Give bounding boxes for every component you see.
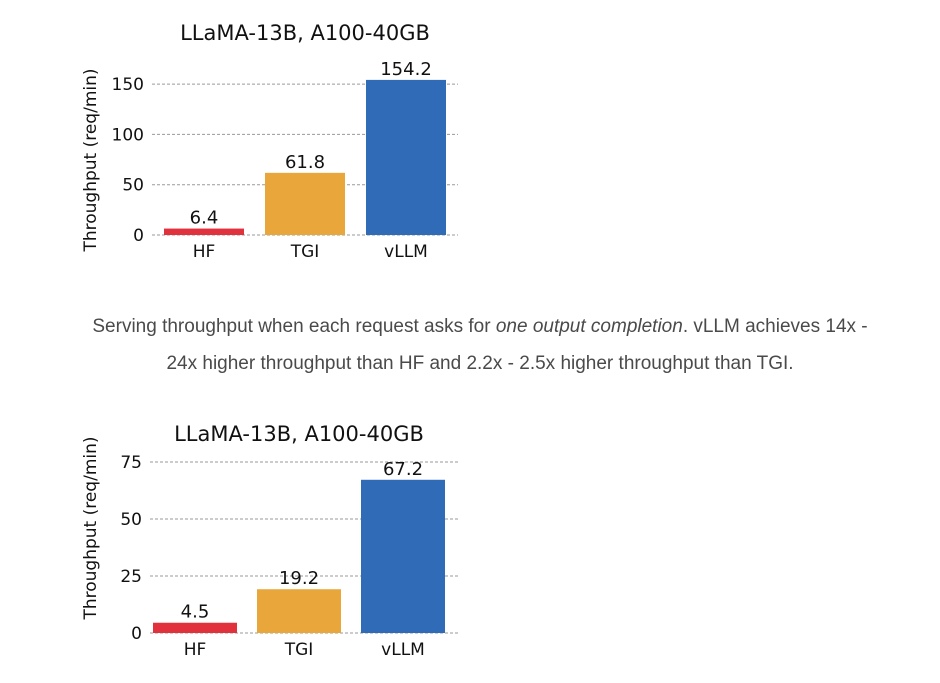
y-tick-label: 25 bbox=[120, 567, 142, 587]
bar-tgi bbox=[257, 589, 341, 633]
chart-llama7b-a10g-parallel: 02040606.2HF15.0TGI52.8vLLMLLaMA-7B, A10… bbox=[470, 410, 940, 680]
y-tick-label: 0 bbox=[133, 226, 144, 246]
bar-value-label: 19.2 bbox=[279, 568, 319, 589]
chart-llama13b-a100-parallel: 0 25 50 75 4.5 HF 19.2 TGI 67.2 vLLM LLaMA-13B, A1… bbox=[81, 422, 458, 660]
bar-hf bbox=[164, 228, 244, 235]
bar-vllm bbox=[366, 79, 446, 235]
bar-hf bbox=[153, 622, 237, 633]
y-axis-label: Throughput (req/min) bbox=[81, 68, 101, 252]
x-tick-label: vLLM bbox=[381, 640, 425, 660]
y-tick-label: 100 bbox=[112, 125, 144, 145]
figure-caption: Serving throughput when each request ask… bbox=[0, 308, 940, 382]
caption-text: Serving throughput when each request ask… bbox=[92, 316, 496, 337]
bar-value-label: 67.2 bbox=[383, 459, 423, 480]
y-axis-label: Throughput (req/min) bbox=[81, 436, 101, 620]
y-tick-label: 50 bbox=[122, 176, 144, 196]
bar-value-label: 4.5 bbox=[181, 602, 210, 623]
chart-llama13b-a100-single: 0 50 100 150 6.4 HF 61.8 TGI 154.2 vLLM LLaMA-13B,… bbox=[81, 21, 458, 262]
bar-value-label: 61.8 bbox=[285, 152, 325, 173]
bar-value-label: 154.2 bbox=[380, 59, 432, 80]
y-tick-label: 75 bbox=[120, 453, 142, 473]
caption-line-1: Serving throughput when each request ask… bbox=[0, 308, 940, 345]
bar-vllm bbox=[361, 479, 445, 633]
y-tick-label: 0 bbox=[131, 624, 142, 644]
y-tick-label: 150 bbox=[112, 75, 144, 95]
chart-title: LLaMA-13B, A100-40GB bbox=[174, 422, 424, 446]
chart-title: LLaMA-13B, A100-40GB bbox=[180, 21, 430, 45]
bar-tgi bbox=[265, 172, 345, 235]
y-tick-label: 50 bbox=[120, 510, 142, 530]
x-tick-label: TGI bbox=[284, 640, 314, 660]
x-tick-label: vLLM bbox=[384, 242, 428, 262]
x-tick-label: HF bbox=[184, 640, 207, 660]
caption-text: . vLLM achieves 14x - bbox=[682, 316, 868, 337]
caption-emphasis: one output completion bbox=[495, 316, 683, 337]
caption-line-2: 24x higher throughput than HF and 2.2x -… bbox=[166, 353, 794, 374]
x-tick-label: HF bbox=[193, 242, 216, 262]
bar-value-label: 6.4 bbox=[190, 208, 219, 229]
x-tick-label: TGI bbox=[290, 242, 320, 262]
